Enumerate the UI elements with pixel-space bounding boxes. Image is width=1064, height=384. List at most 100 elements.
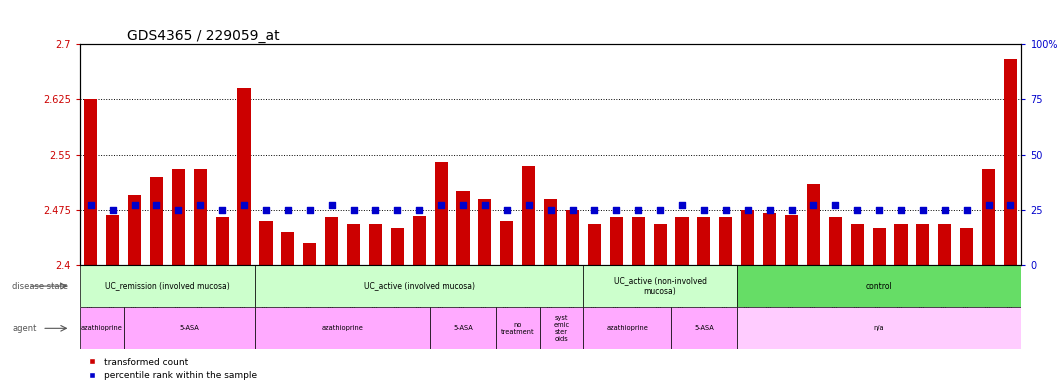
Bar [960,228,974,265]
Bar [653,225,667,265]
Point [82,202,99,209]
Point [388,207,405,213]
Bar [632,217,645,265]
Text: 5-ASA: 5-ASA [180,325,199,331]
Text: syst
emic
ster
oids: syst emic ster oids [553,315,569,342]
Point [148,202,165,209]
Point [257,207,275,213]
Point [1002,202,1019,209]
Bar [255,307,430,349]
Bar [456,191,469,265]
Point [651,207,668,213]
Bar [850,225,864,265]
Bar [496,307,539,349]
Bar [413,216,426,265]
Point [936,207,953,213]
Point [674,202,691,209]
Bar [369,225,382,265]
Point [914,207,931,213]
Point [804,202,821,209]
Point [192,202,209,209]
Point [893,207,910,213]
Bar [434,162,448,265]
Bar [194,169,206,265]
Bar [150,177,163,265]
Point [696,207,713,213]
Bar [123,307,255,349]
Point [301,207,318,213]
Text: 5-ASA: 5-ASA [694,325,714,331]
Text: control: control [866,281,893,291]
Bar [763,214,776,265]
Bar [255,265,583,307]
Bar [566,210,579,265]
Point [739,207,757,213]
Point [280,207,297,213]
Point [126,202,143,209]
Bar [303,243,316,265]
Bar [610,217,622,265]
Bar [106,215,119,265]
Text: agent: agent [12,324,36,333]
Point [542,207,560,213]
Bar [872,228,885,265]
Text: 5-ASA: 5-ASA [453,325,472,331]
Text: azathioprine: azathioprine [81,325,122,331]
Bar [736,265,1021,307]
Bar [697,217,711,265]
Bar [807,184,820,265]
Point [104,207,121,213]
Bar [128,195,142,265]
Point [717,207,734,213]
Bar [676,217,688,265]
Point [630,207,647,213]
Bar [80,265,255,307]
Point [783,207,800,213]
Bar [938,225,951,265]
Bar [671,307,736,349]
Bar [326,217,338,265]
Bar [84,99,97,265]
Bar [785,215,798,265]
Point [477,202,494,209]
Text: azathioprine: azathioprine [606,325,648,331]
Point [586,207,603,213]
Bar [829,217,842,265]
Bar [522,166,535,265]
Bar [895,225,908,265]
Bar [544,199,558,265]
Point [323,202,340,209]
Bar [500,221,514,265]
Point [849,207,866,213]
Bar [736,307,1021,349]
Bar [539,307,583,349]
Point [980,202,997,209]
Bar [479,199,492,265]
Bar [587,225,601,265]
Bar [916,225,930,265]
Point [870,207,887,213]
Bar [742,210,754,265]
Bar [1004,59,1017,265]
Text: UC_active (involved mucosa): UC_active (involved mucosa) [364,281,475,291]
Point [608,207,625,213]
Point [235,202,252,209]
Bar [390,228,404,265]
Legend: transformed count, percentile rank within the sample: transformed count, percentile rank withi… [84,354,261,384]
Point [367,207,384,213]
Point [520,202,537,209]
Point [411,207,428,213]
Bar [260,221,272,265]
Text: n/a: n/a [874,325,884,331]
Point [345,207,362,213]
Bar [583,265,736,307]
Bar [171,169,185,265]
Point [454,202,471,209]
Point [761,207,778,213]
Point [170,207,187,213]
Point [433,202,450,209]
Text: disease state: disease state [12,281,68,291]
Bar [281,232,295,265]
Text: azathioprine: azathioprine [321,325,364,331]
Point [564,207,581,213]
